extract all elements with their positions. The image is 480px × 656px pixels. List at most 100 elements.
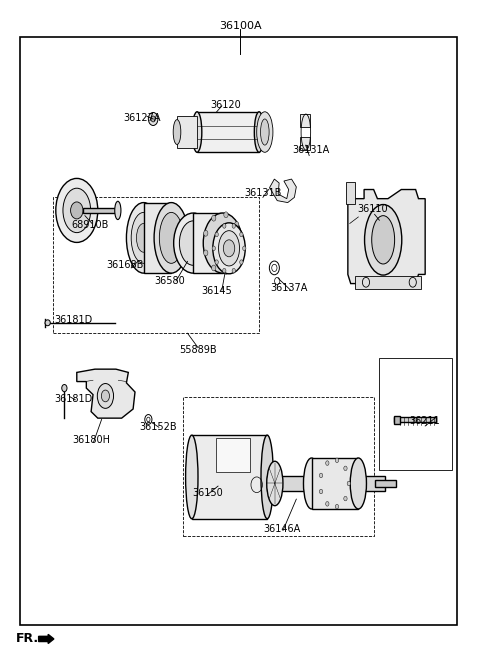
Ellipse shape [261, 119, 269, 145]
Text: 36211: 36211 [410, 416, 441, 426]
Ellipse shape [372, 216, 395, 264]
Bar [192, 435, 267, 519]
Text: 36131B: 36131B [244, 188, 282, 198]
Ellipse shape [115, 201, 121, 220]
Ellipse shape [224, 268, 228, 274]
Ellipse shape [204, 250, 208, 256]
Ellipse shape [336, 504, 339, 509]
Bar [177, 116, 197, 148]
FancyArrow shape [38, 634, 54, 644]
Ellipse shape [261, 435, 274, 519]
Ellipse shape [303, 458, 320, 509]
Text: 36180H: 36180H [72, 436, 110, 445]
Ellipse shape [319, 473, 323, 478]
Bar [144, 203, 171, 273]
Ellipse shape [212, 215, 216, 221]
Ellipse shape [186, 435, 198, 519]
Text: 36181D: 36181D [55, 394, 93, 403]
Ellipse shape [344, 497, 347, 501]
Bar [216, 438, 251, 472]
Ellipse shape [325, 461, 329, 465]
Ellipse shape [101, 390, 109, 402]
Ellipse shape [218, 231, 240, 266]
Ellipse shape [204, 230, 208, 236]
Polygon shape [348, 190, 425, 283]
Ellipse shape [364, 205, 402, 275]
Ellipse shape [213, 223, 245, 274]
Bar [356, 276, 421, 289]
Ellipse shape [325, 502, 329, 506]
Ellipse shape [136, 224, 151, 252]
Ellipse shape [319, 489, 323, 494]
Ellipse shape [239, 240, 243, 246]
Text: 68910B: 68910B [71, 220, 108, 230]
Bar [300, 113, 310, 127]
Ellipse shape [154, 203, 189, 273]
Bar [394, 415, 400, 424]
Text: FR.: FR. [16, 632, 39, 646]
Text: 36146A: 36146A [264, 524, 300, 534]
Ellipse shape [148, 112, 158, 125]
Ellipse shape [215, 232, 218, 237]
Ellipse shape [180, 221, 207, 265]
Ellipse shape [240, 260, 243, 264]
Bar [346, 182, 356, 204]
Text: 36152B: 36152B [139, 422, 177, 432]
Bar [84, 208, 118, 213]
Ellipse shape [63, 188, 91, 233]
Text: 36168B: 36168B [106, 260, 143, 270]
Text: 36150: 36150 [192, 487, 223, 498]
Ellipse shape [159, 213, 183, 263]
Ellipse shape [173, 119, 181, 144]
Ellipse shape [235, 222, 239, 228]
Polygon shape [270, 179, 296, 203]
Ellipse shape [235, 258, 239, 264]
Bar [312, 458, 359, 509]
Ellipse shape [215, 260, 218, 264]
Ellipse shape [45, 320, 50, 326]
Ellipse shape [192, 112, 202, 152]
Text: 36120: 36120 [210, 100, 241, 110]
Ellipse shape [344, 466, 347, 470]
Ellipse shape [232, 268, 235, 273]
Ellipse shape [267, 461, 283, 506]
Ellipse shape [232, 224, 235, 228]
Ellipse shape [71, 202, 83, 219]
Ellipse shape [347, 482, 350, 485]
Ellipse shape [126, 203, 161, 273]
Ellipse shape [254, 112, 264, 152]
Ellipse shape [224, 212, 228, 218]
Text: 36131A: 36131A [292, 146, 329, 155]
Bar [379, 358, 452, 470]
Ellipse shape [257, 112, 273, 152]
Bar [374, 480, 396, 487]
Bar [300, 137, 310, 150]
Bar [267, 476, 385, 491]
Ellipse shape [62, 384, 67, 392]
Text: 36100A: 36100A [219, 21, 261, 31]
Ellipse shape [240, 232, 243, 237]
Text: 55889B: 55889B [179, 345, 217, 355]
Polygon shape [77, 369, 135, 418]
Ellipse shape [223, 268, 226, 273]
Ellipse shape [203, 213, 242, 273]
Ellipse shape [131, 213, 156, 263]
Ellipse shape [223, 240, 235, 256]
Ellipse shape [97, 384, 114, 408]
Ellipse shape [350, 458, 366, 509]
Text: 36127A: 36127A [123, 113, 161, 123]
Ellipse shape [336, 458, 339, 462]
Text: 36137A: 36137A [270, 283, 307, 293]
Bar [394, 417, 436, 422]
Ellipse shape [212, 265, 216, 271]
Ellipse shape [212, 246, 216, 251]
Ellipse shape [242, 246, 246, 251]
Ellipse shape [174, 213, 213, 273]
Text: 36181D: 36181D [55, 315, 93, 325]
Text: 36580: 36580 [154, 276, 185, 286]
Bar [197, 112, 259, 152]
Ellipse shape [56, 178, 98, 243]
Ellipse shape [223, 224, 226, 228]
Bar [193, 213, 223, 273]
Ellipse shape [151, 116, 156, 122]
